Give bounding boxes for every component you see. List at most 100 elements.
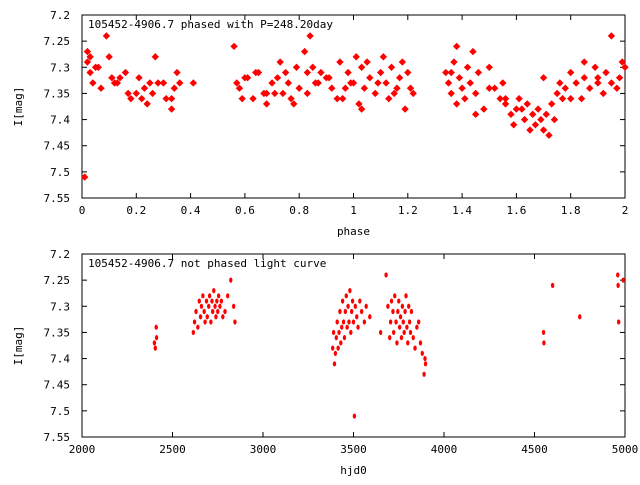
data-point bbox=[154, 324, 158, 330]
data-point bbox=[397, 298, 401, 304]
data-point bbox=[466, 79, 474, 87]
data-point bbox=[212, 288, 216, 294]
data-point bbox=[411, 335, 415, 341]
data-point bbox=[207, 293, 212, 299]
data-point bbox=[578, 314, 582, 320]
data-point bbox=[199, 303, 204, 309]
data-point bbox=[189, 79, 197, 87]
data-point bbox=[407, 319, 412, 325]
data-point bbox=[550, 282, 555, 288]
data-point bbox=[230, 42, 238, 51]
data-point bbox=[306, 32, 314, 40]
data-point bbox=[394, 319, 398, 325]
data-point bbox=[317, 68, 325, 77]
data-point bbox=[616, 282, 620, 288]
data-point bbox=[241, 74, 249, 82]
data-point bbox=[121, 68, 130, 77]
data-point bbox=[336, 58, 344, 66]
data-point bbox=[300, 47, 309, 56]
data-point bbox=[344, 68, 352, 77]
data-point bbox=[191, 329, 196, 336]
data-point bbox=[86, 53, 94, 61]
data-point bbox=[613, 84, 621, 92]
data-point bbox=[83, 58, 92, 66]
data-point bbox=[340, 298, 345, 304]
data-point bbox=[331, 329, 336, 336]
data-point bbox=[233, 319, 237, 325]
data-point bbox=[279, 89, 287, 98]
x-tick-label: 2500 bbox=[159, 443, 186, 456]
data-point bbox=[226, 293, 230, 299]
data-point bbox=[262, 89, 271, 98]
data-points bbox=[152, 272, 625, 419]
data-point bbox=[556, 79, 564, 87]
x-tick-label: 1.2 bbox=[398, 204, 418, 217]
data-point bbox=[268, 79, 276, 87]
data-point bbox=[401, 105, 409, 113]
data-point bbox=[400, 303, 405, 309]
data-point bbox=[339, 340, 343, 346]
x-tick-label: 4500 bbox=[521, 443, 548, 456]
data-point bbox=[344, 293, 348, 299]
data-point bbox=[384, 272, 388, 278]
chart-panel-2: 2000 2500 3000 3500 4000 4500 5000 7.2 7.25 7.3 7.… bbox=[12, 248, 638, 477]
data-point bbox=[402, 329, 406, 336]
data-point bbox=[355, 314, 359, 320]
data-point bbox=[553, 89, 561, 98]
data-point bbox=[340, 324, 344, 330]
data-point bbox=[335, 319, 339, 325]
data-point bbox=[341, 84, 350, 92]
data-point bbox=[210, 308, 215, 315]
x-tick-label: 1.4 bbox=[452, 204, 472, 217]
data-point bbox=[336, 345, 340, 351]
x-tick-label: 3500 bbox=[340, 443, 367, 456]
data-point bbox=[621, 277, 625, 283]
x-tick-label: 4000 bbox=[431, 443, 458, 456]
data-point bbox=[371, 89, 379, 98]
data-point bbox=[343, 308, 348, 315]
x-tick-label: 1.8 bbox=[561, 204, 581, 217]
data-point bbox=[447, 68, 455, 77]
data-point bbox=[352, 413, 357, 419]
data-point bbox=[213, 303, 217, 309]
data-point bbox=[388, 335, 392, 341]
data-point bbox=[135, 74, 143, 82]
data-point bbox=[352, 53, 360, 61]
data-point bbox=[140, 84, 149, 92]
data-point bbox=[368, 314, 372, 320]
y-tick-label: 7.5 bbox=[50, 405, 70, 418]
data-point bbox=[355, 100, 363, 108]
data-point bbox=[374, 79, 382, 87]
data-point bbox=[332, 361, 337, 367]
data-point bbox=[518, 105, 526, 113]
data-point bbox=[162, 94, 170, 103]
data-point bbox=[389, 298, 394, 304]
y-tick-label: 7.55 bbox=[44, 431, 71, 444]
data-point bbox=[422, 371, 426, 377]
data-point bbox=[469, 47, 477, 56]
y-tick-label: 7.3 bbox=[50, 300, 70, 313]
data-point bbox=[341, 319, 346, 325]
data-point bbox=[353, 303, 358, 309]
data-point bbox=[586, 84, 594, 92]
data-point bbox=[127, 94, 135, 103]
y-axis-label: I[mag] bbox=[12, 87, 25, 127]
y-tick-label: 7.55 bbox=[44, 192, 71, 205]
data-point bbox=[409, 89, 417, 98]
data-point bbox=[393, 84, 401, 92]
data-point bbox=[542, 340, 546, 346]
data-point bbox=[359, 308, 364, 315]
data-point bbox=[452, 42, 461, 51]
data-point bbox=[333, 94, 341, 103]
data-point bbox=[386, 303, 390, 309]
data-point bbox=[485, 63, 493, 71]
data-point bbox=[550, 115, 559, 124]
data-point bbox=[207, 303, 211, 309]
data-point bbox=[334, 335, 339, 341]
data-point bbox=[388, 319, 393, 325]
data-point bbox=[416, 319, 421, 325]
data-point bbox=[537, 115, 545, 124]
data-point bbox=[108, 74, 116, 82]
